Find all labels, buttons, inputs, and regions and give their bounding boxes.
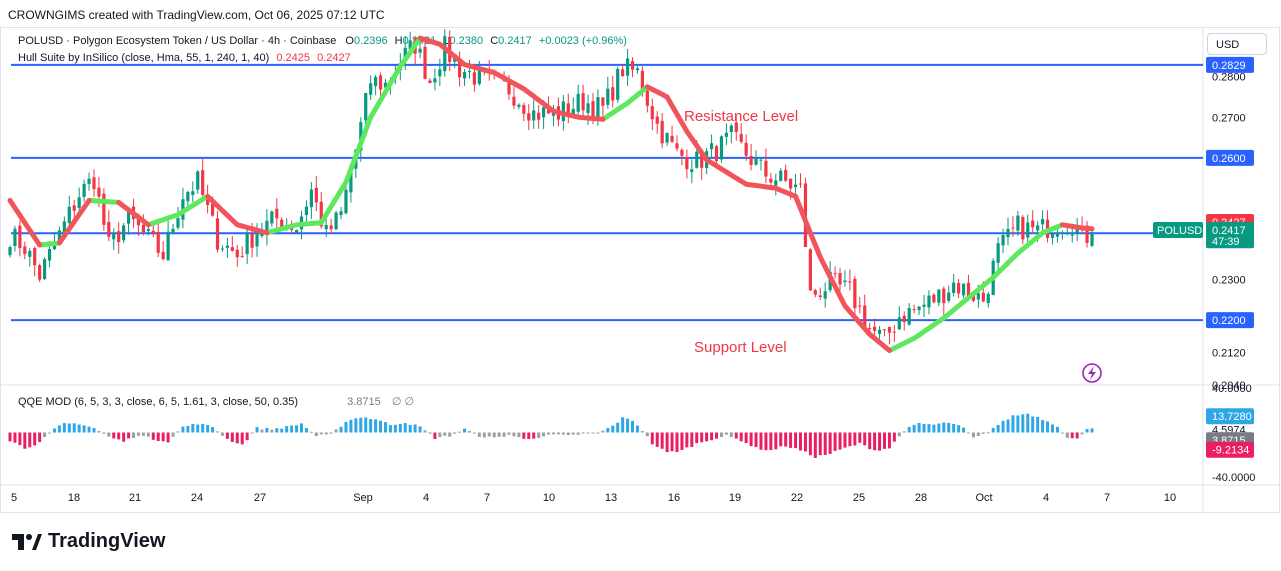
hull-value-1: 0.2425 xyxy=(276,52,311,64)
chart-frame xyxy=(0,27,1280,513)
low-value: 0.2380 xyxy=(449,35,484,47)
close-value: 0.2417 xyxy=(498,35,532,47)
qqe-legend[interactable]: QQE MOD (6, 5, 3, 3, close, 6, 5, 1.61, … xyxy=(18,395,414,408)
change-value: +0.0023 (+0.96%) xyxy=(538,35,627,47)
hull-label: Hull Suite by InSilico (close, Hma, 55, … xyxy=(18,52,270,64)
tradingview-logo-icon xyxy=(12,533,42,550)
symbol-title: POLUSD · Polygon Ecosystem Token / US Do… xyxy=(18,35,337,47)
open-label: O xyxy=(345,35,354,47)
open-value: 0.2396 xyxy=(353,35,388,47)
qqe-extra: ∅ ∅ xyxy=(391,396,415,408)
tradingview-logo: TradingView xyxy=(12,530,165,553)
qqe-label: QQE MOD (6, 5, 3, 3, close, 6, 5, 1.61, … xyxy=(18,396,299,408)
hull-legend[interactable]: Hull Suite by InSilico (close, Hma, 55, … xyxy=(18,52,351,64)
close-label: C xyxy=(490,35,499,47)
symbol-legend[interactable]: POLUSD · Polygon Ecosystem Token / US Do… xyxy=(18,35,627,47)
hull-value-2: 0.2427 xyxy=(317,52,351,64)
high-label: H xyxy=(394,35,403,47)
chart-credit: CROWNGIMS created with TradingView.com, … xyxy=(8,8,385,22)
high-value: 0.2421 xyxy=(402,35,437,47)
currency-button[interactable]: USD xyxy=(1207,33,1267,55)
brand-name: TradingView xyxy=(48,530,166,552)
qqe-value: 3.8715 xyxy=(347,396,381,408)
